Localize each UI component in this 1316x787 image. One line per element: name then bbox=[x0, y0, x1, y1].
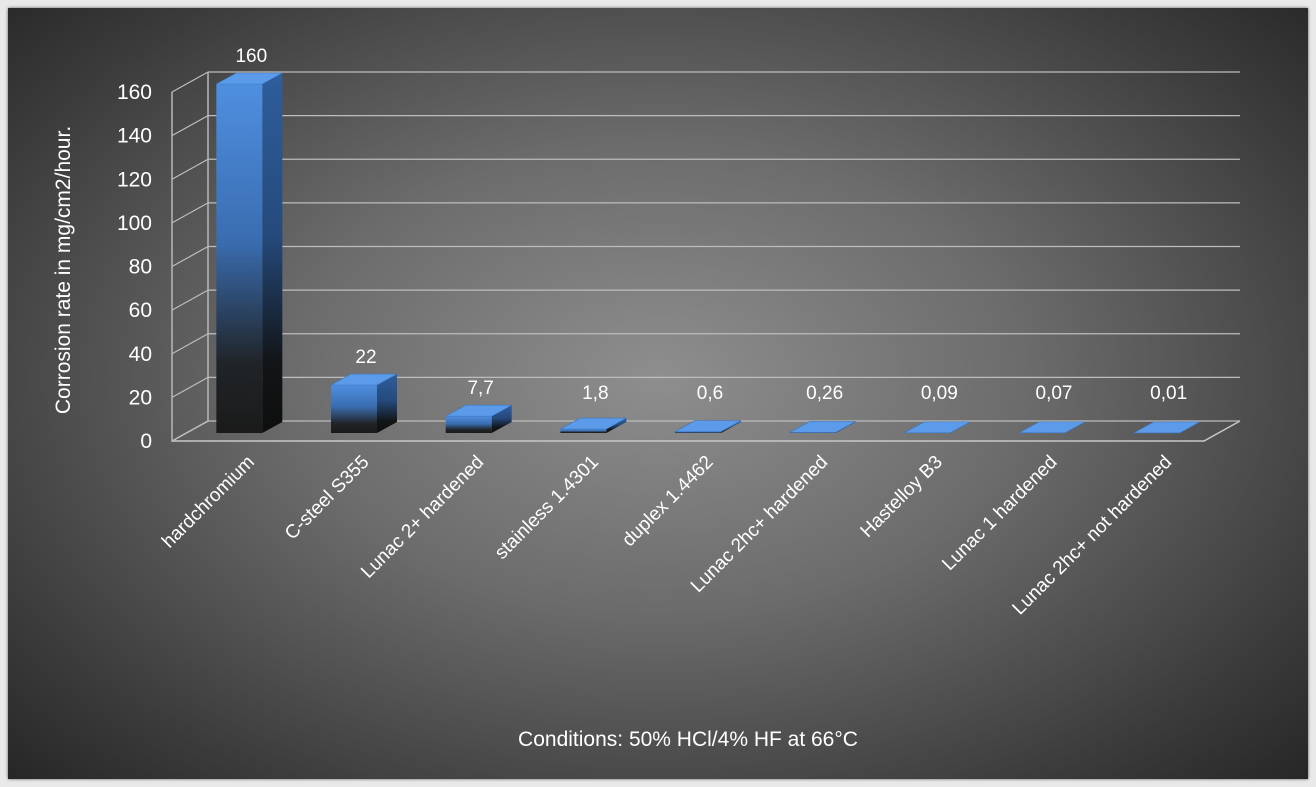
bar-top bbox=[674, 420, 742, 432]
data-label: 22 bbox=[355, 347, 376, 368]
data-label: 160 bbox=[235, 46, 267, 67]
x-category-label: Lunac 1 hardened bbox=[938, 452, 1061, 575]
y-tick-label: 120 bbox=[117, 168, 152, 191]
y-tick-label: 0 bbox=[140, 430, 152, 453]
bar-side bbox=[491, 405, 512, 433]
data-label: 1,8 bbox=[582, 383, 608, 404]
bar-front bbox=[445, 416, 492, 433]
x-category-label: duplex 1.4462 bbox=[618, 452, 717, 551]
gridline-side bbox=[171, 376, 209, 398]
bar-front bbox=[331, 385, 377, 433]
x-category-label: Hastelloy B3 bbox=[857, 452, 947, 542]
floor-edge bbox=[172, 420, 1241, 442]
y-tick-label: 140 bbox=[117, 125, 152, 148]
x-category-label: stainless 1.4301 bbox=[491, 452, 603, 564]
gridline-side bbox=[171, 202, 209, 224]
bar bbox=[904, 421, 971, 434]
gridline-side bbox=[171, 245, 209, 268]
chart-frame: 0 20 40 60 80 100 120 140 160 160 22 7,7 1,8 0,6 0,26… bbox=[8, 8, 1308, 779]
data-label: 0,07 bbox=[1036, 383, 1073, 404]
data-label: 0,01 bbox=[1150, 383, 1187, 404]
x-category-label: C-steel S355 bbox=[281, 452, 374, 545]
y-axis-ticks: 0 20 40 60 80 100 120 140 160 bbox=[117, 81, 152, 453]
y-tick-label: 100 bbox=[117, 212, 152, 235]
y-tick-label: 160 bbox=[117, 81, 152, 104]
bars bbox=[216, 72, 1200, 434]
bar-front bbox=[216, 84, 263, 433]
gridline-side bbox=[171, 420, 209, 442]
bar-side bbox=[606, 418, 627, 433]
bar bbox=[445, 404, 512, 433]
gridline-side bbox=[171, 333, 209, 355]
bar bbox=[1133, 421, 1200, 434]
bar bbox=[560, 417, 627, 433]
y-tick-label: 60 bbox=[129, 299, 152, 322]
bar-front bbox=[560, 429, 607, 433]
gridline-side bbox=[171, 71, 209, 93]
bar-top bbox=[904, 421, 971, 434]
bar bbox=[1018, 421, 1086, 434]
bar-top bbox=[1133, 421, 1200, 434]
bar-top bbox=[1018, 421, 1086, 434]
data-label: 0,09 bbox=[921, 383, 958, 404]
bar bbox=[330, 373, 398, 433]
bar bbox=[674, 420, 742, 433]
y-axis-title: Corrosion rate in mg/cm2/hour. bbox=[52, 126, 75, 414]
y-tick-label: 20 bbox=[129, 386, 152, 409]
x-category-label: hardchromium bbox=[158, 452, 259, 553]
chart-footnote: Conditions: 50% HCl/4% HF at 66°C bbox=[518, 728, 858, 751]
bar-chart: 0 20 40 60 80 100 120 140 160 160 22 7,7 1,8 0,6 0,26… bbox=[52, 46, 1241, 751]
data-label: 7,7 bbox=[467, 378, 493, 399]
data-label: 0,6 bbox=[697, 383, 723, 404]
bar bbox=[216, 72, 283, 433]
bar-top bbox=[330, 373, 398, 386]
y-tick-label: 80 bbox=[129, 256, 152, 279]
gridline-side bbox=[171, 289, 209, 311]
bar-side bbox=[262, 73, 283, 433]
bar-side bbox=[377, 374, 397, 433]
bar-top bbox=[216, 72, 283, 85]
y-tick-label: 40 bbox=[129, 343, 152, 366]
bar-top bbox=[789, 421, 856, 433]
bar-front bbox=[675, 431, 721, 433]
data-labels: 160 22 7,7 1,8 0,6 0,26 0,09 0,07 0,01 bbox=[235, 46, 1187, 404]
gridline-side bbox=[171, 158, 209, 180]
bar bbox=[789, 421, 856, 433]
gridline-side bbox=[171, 115, 209, 137]
bar-top bbox=[560, 417, 627, 430]
data-label: 0,26 bbox=[806, 383, 843, 404]
x-category-label: Lunac 2+ hardened bbox=[357, 452, 488, 583]
bar-top bbox=[445, 404, 512, 417]
